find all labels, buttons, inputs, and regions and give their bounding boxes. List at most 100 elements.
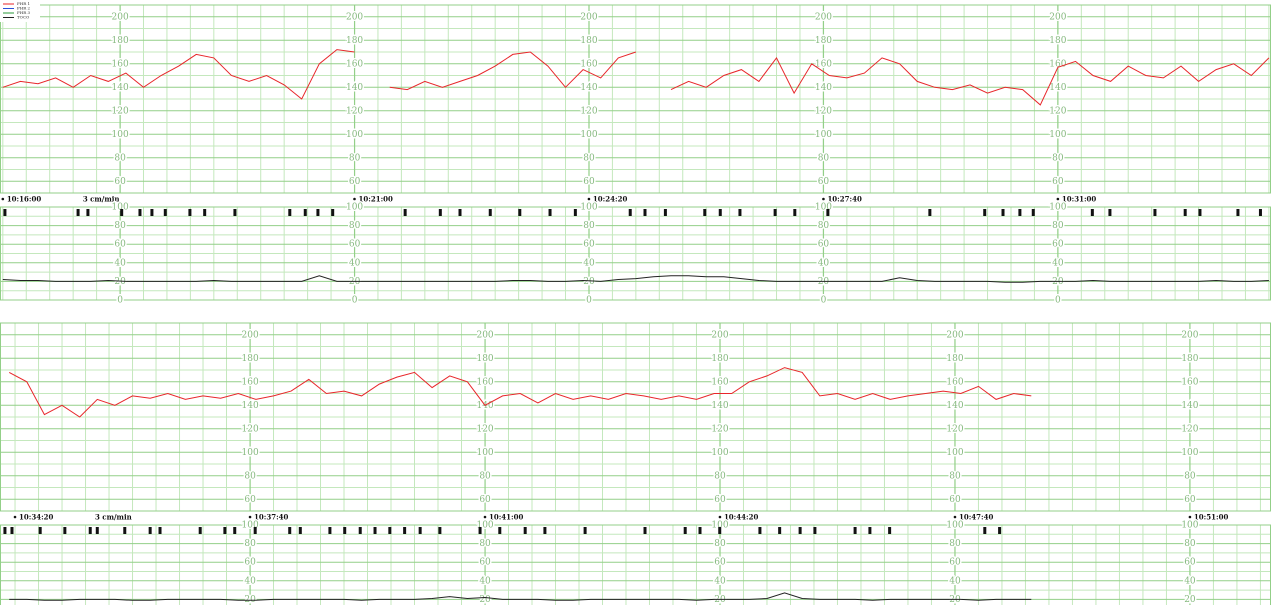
y-tick-label: 60 [949,558,961,568]
y-tick-label: 120 [112,106,129,116]
time-tick [587,197,591,201]
time-label: 10:41:00 [489,513,524,522]
event-mark [316,209,320,216]
event-mark [3,527,7,534]
y-tick-label: 180 [946,354,963,364]
time-label: 10:47:40 [959,513,994,522]
y-tick-label: 160 [346,59,363,69]
y-tick-label: 180 [476,354,493,364]
event-mark [438,209,442,216]
event-mark [120,209,124,216]
y-tick-label: 20 [583,277,595,287]
grid: 0204060801000204060801000204060801000204… [0,201,1271,307]
event-mark [1001,209,1005,216]
time-tick [1056,197,1060,201]
event-mark [683,527,687,534]
y-tick-label: 60 [818,240,830,250]
y-tick-label: 40 [1052,258,1064,268]
event-mark [758,527,762,534]
time-label: 10:21:00 [359,195,394,204]
y-tick-label: 160 [711,377,728,387]
y-tick-label: 20 [1184,595,1196,605]
y-tick-label: 200 [580,12,597,22]
time-tick [483,515,487,519]
y-tick-label: 140 [711,401,728,411]
event-mark [793,209,797,216]
event-mark [583,527,587,534]
y-tick-label: 60 [949,495,961,505]
y-tick-label: 160 [242,377,259,387]
event-mark [328,527,332,534]
event-mark [778,527,782,534]
event-mark [233,209,237,216]
event-mark [403,527,407,534]
y-tick-label: 100 [112,203,129,213]
y-tick-label: 60 [114,177,126,187]
y-tick-label: 0 [1055,296,1061,306]
y-tick-label: 180 [580,36,597,46]
y-tick-label: 180 [242,354,259,364]
y-tick-label: 60 [349,177,361,187]
event-mark [298,527,302,534]
y-tick-label: 40 [818,258,830,268]
event-mark [998,527,1002,534]
y-tick-label: 140 [112,83,129,93]
y-tick-label: 100 [1049,130,1066,140]
event-mark [698,527,702,534]
event-mark [773,209,777,216]
y-tick-label: 180 [1049,36,1066,46]
y-tick-label: 60 [714,558,726,568]
event-mark [123,527,127,534]
y-tick-label: 60 [583,240,595,250]
trace-line [2,49,1270,106]
y-tick-label: 160 [476,377,493,387]
time-tick [1,197,5,201]
event-mark [478,527,482,534]
event-mark [138,209,142,216]
time-label: 10:34:20 [19,513,54,522]
time-label: 10:27:40 [827,195,862,204]
y-tick-label: 140 [346,83,363,93]
y-tick-label: 0 [586,296,592,306]
event-mark [573,209,577,216]
event-mark [343,527,347,534]
y-tick-label: 100 [580,130,597,140]
event-mark [203,209,207,216]
y-tick-label: 100 [946,448,963,458]
y-tick-label: 60 [479,558,491,568]
event-mark [1108,209,1112,216]
event-mark [163,209,167,216]
y-tick-label: 80 [479,471,491,481]
y-tick-label: 160 [580,59,597,69]
legend-label: TOCO [17,15,30,20]
event-mark [798,527,802,534]
event-mark [928,209,932,216]
time-tick [248,515,252,519]
y-tick-label: 180 [1181,354,1198,364]
y-tick-label: 120 [1181,424,1198,434]
event-mark [518,209,522,216]
y-tick-label: 200 [815,12,832,22]
y-tick-label: 120 [815,106,832,116]
y-tick-label: 80 [714,539,726,549]
event-mark [331,209,335,216]
event-mark [718,527,722,534]
y-tick-label: 200 [946,330,963,340]
event-mark [358,527,362,534]
y-tick-label: 60 [114,240,126,250]
paper-speed: 3 cm/min [95,513,132,522]
y-tick-label: 0 [117,296,123,306]
y-tick-label: 140 [1181,401,1198,411]
time-label: 10:24:20 [593,195,628,204]
y-tick-label: 200 [711,330,728,340]
y-tick-label: 60 [1184,558,1196,568]
event-mark [1090,209,1094,216]
y-tick-label: 60 [583,177,595,187]
y-tick-label: 80 [1184,471,1196,481]
y-tick-label: 80 [1052,153,1064,163]
y-tick-label: 100 [580,203,597,213]
grid: 60 80 100 120 140 160 180 200 60 80 100 120 140 160 18… [0,4,1271,194]
event-mark [150,209,154,216]
